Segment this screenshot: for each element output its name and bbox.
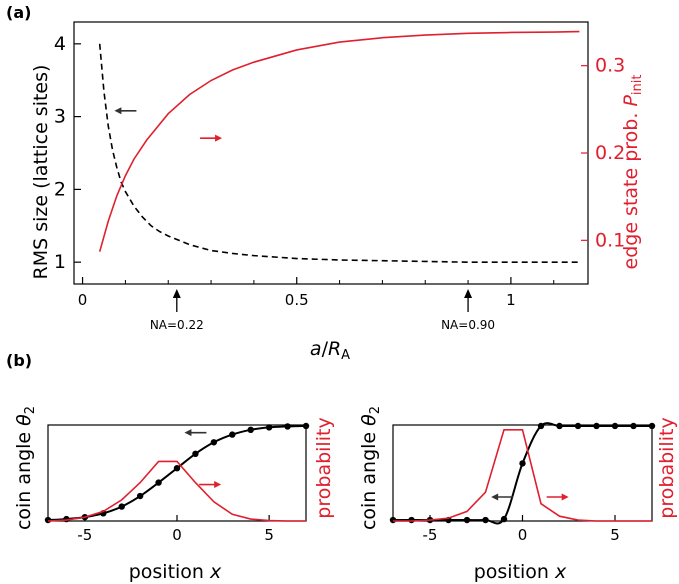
chart-b-right-x-tick-label: 5: [610, 526, 620, 544]
chart-a-y-left-tick-label: 1: [54, 251, 66, 273]
chart-b-left-data-point: [247, 426, 254, 433]
chart-b-left-series-line-1: [47, 460, 306, 522]
chart-b-right-data-point: [519, 460, 526, 467]
chart-b-right-data-point: [408, 516, 415, 524]
chart-a-annotation-arrow: [464, 289, 473, 312]
chart-a-annotation-arrow: [172, 289, 181, 312]
chart-b-left-axis-arrow: [184, 429, 207, 437]
chart-b-right-series-line-1: [393, 429, 652, 522]
chart-b-left-axis-arrow: [199, 481, 222, 489]
chart-b-right-ylabel-right: probability: [656, 417, 678, 518]
chart-b-left-frame: [47, 424, 307, 522]
chart-a-x-tick-label: 1: [506, 291, 516, 309]
chart-b-right-axis-arrow: [491, 493, 514, 501]
chart-b-left-x-tick-label: -5: [77, 526, 92, 544]
chart-b-left-data-point: [265, 424, 273, 431]
chart-a-frame: [73, 21, 589, 285]
chart-b-right-data-point: [482, 516, 489, 524]
chart-b-right-data-point: [389, 516, 397, 524]
chart-b-left-data-point: [229, 431, 236, 438]
chart-b-right-series-line-0: [392, 422, 652, 525]
chart-a-axis-arrow: [114, 107, 137, 115]
chart-b-left-data-point: [192, 450, 199, 457]
chart-a-series-line-0: [98, 43, 580, 263]
chart-b-right-data-point: [574, 422, 582, 430]
chart-b-right-data-point: [463, 516, 471, 524]
chart-a-y-right-tick-label: 0.1: [595, 229, 625, 251]
chart-b-right-data-point: [593, 422, 600, 430]
chart-a-xlabel: a/RA: [310, 338, 350, 363]
chart-a-y-left-tick-label: 3: [54, 106, 66, 128]
chart-a-y-left-tick-label: 2: [54, 178, 66, 200]
chart-b-left-data-point: [284, 423, 291, 430]
chart-b-left: coin angle θ2 probability position x -5 0…: [13, 406, 335, 583]
chart-a-ylabel-right: edge state prob. Pinit: [620, 75, 645, 270]
chart-b-right-xlabel: position x: [474, 561, 567, 583]
chart-b-left-ylabel-left: coin angle θ2: [13, 406, 38, 530]
chart-a-x-tick-label: 0: [78, 291, 88, 309]
chart-a-y-right-tick-label: 0.3: [595, 55, 625, 77]
chart-b-right-data-point: [630, 422, 637, 430]
chart-a-annotation-label: NA=0.90: [441, 318, 495, 332]
chart-a-y-left-tick-label: 4: [54, 33, 66, 55]
chart-a-ylabel-left: RMS size (lattice sites): [30, 65, 52, 280]
chart-b-left-xlabel: position x: [129, 561, 222, 583]
chart-b-right-x-tick-label: -5: [423, 526, 438, 544]
chart-a-axis-arrow: [200, 134, 223, 142]
chart-b-right-axis-arrow: [546, 493, 569, 501]
chart-b-left-x-tick-label: 0: [172, 526, 182, 544]
chart-b-right-frame: [392, 424, 653, 522]
chart-a-x-tick-label: 0.5: [285, 291, 309, 309]
chart-b-left-data-point: [155, 479, 162, 486]
chart-b-right-data-point: [500, 515, 508, 523]
chart-b-left-data-point: [173, 465, 181, 472]
chart-b-right: coin angle θ2 probability position x -5 0…: [358, 406, 678, 583]
chart-b-left-series-line-0: [47, 424, 307, 522]
chart-b-right-ylabel-left: coin angle θ2: [358, 406, 383, 530]
chart-b-left-data-point: [118, 503, 125, 510]
chart-b-right-data-point: [537, 422, 545, 430]
chart-b-right-data-point: [648, 422, 656, 430]
chart-a: RMS size (lattice sites) edge state prob…: [30, 21, 645, 363]
chart-b-right-data-point: [556, 422, 563, 430]
chart-b-left-data-point: [302, 422, 310, 430]
chart-b-right-data-point: [611, 422, 619, 430]
chart-b-left-ylabel-right: probability: [313, 417, 335, 518]
chart-b-right-x-tick-label: 0: [518, 526, 528, 544]
panel-b-label: (b): [6, 351, 32, 370]
chart-a-series-line-1: [98, 30, 580, 252]
panel-a-label: (a): [6, 3, 31, 22]
chart-b-left-x-tick-label: 5: [264, 526, 274, 544]
chart-a-annotation-label: NA=0.22: [150, 318, 204, 332]
chart-b-left-data-point: [210, 439, 218, 446]
chart-b-left-data-point: [44, 516, 52, 524]
chart-b-left-data-point: [136, 492, 144, 500]
chart-a-y-right-tick-label: 0.2: [595, 142, 625, 164]
